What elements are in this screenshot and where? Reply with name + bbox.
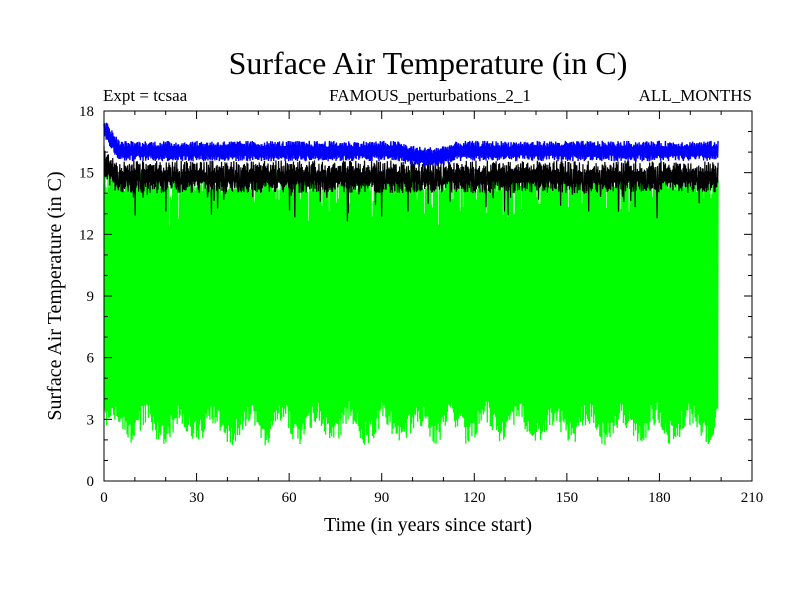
x-tick-label: 210 — [741, 490, 764, 506]
y-tick-label: 18 — [79, 104, 94, 120]
x-tick-label: 150 — [556, 490, 579, 506]
x-axis: 0 30 60 90 120 150 180 210 — [100, 111, 763, 506]
x-tick-label: 180 — [648, 490, 671, 506]
x-axis-label: Time (in years since start) — [324, 514, 532, 536]
subtitle-center: FAMOUS_perturbations_2_1 — [329, 86, 531, 105]
y-axis: 0 3 6 9 12 15 18 — [79, 104, 752, 490]
y-tick-label: 12 — [79, 227, 94, 243]
series-blue-line — [103, 122, 719, 167]
chart-title: Surface Air Temperature (in C) — [229, 45, 628, 81]
x-tick-label: 0 — [100, 490, 108, 506]
x-tick-label: 60 — [282, 490, 297, 506]
y-tick-label: 3 — [87, 412, 95, 428]
y-tick-label: 15 — [79, 166, 94, 182]
series-green-line — [103, 170, 719, 446]
y-tick-label: 9 — [87, 289, 95, 305]
x-tick-label: 90 — [374, 490, 389, 506]
x-tick-label: 120 — [463, 490, 486, 506]
y-axis-label: Surface Air Temperature (in C) — [44, 171, 66, 420]
x-tick-label: 30 — [189, 490, 204, 506]
subtitle-right: ALL_MONTHS — [639, 86, 752, 105]
y-tick-label: 6 — [87, 351, 95, 367]
y-tick-label: 0 — [87, 474, 95, 490]
series-layer — [103, 122, 719, 446]
subtitle-left: Expt = tcsaa — [103, 86, 188, 105]
plot-area — [103, 122, 719, 446]
